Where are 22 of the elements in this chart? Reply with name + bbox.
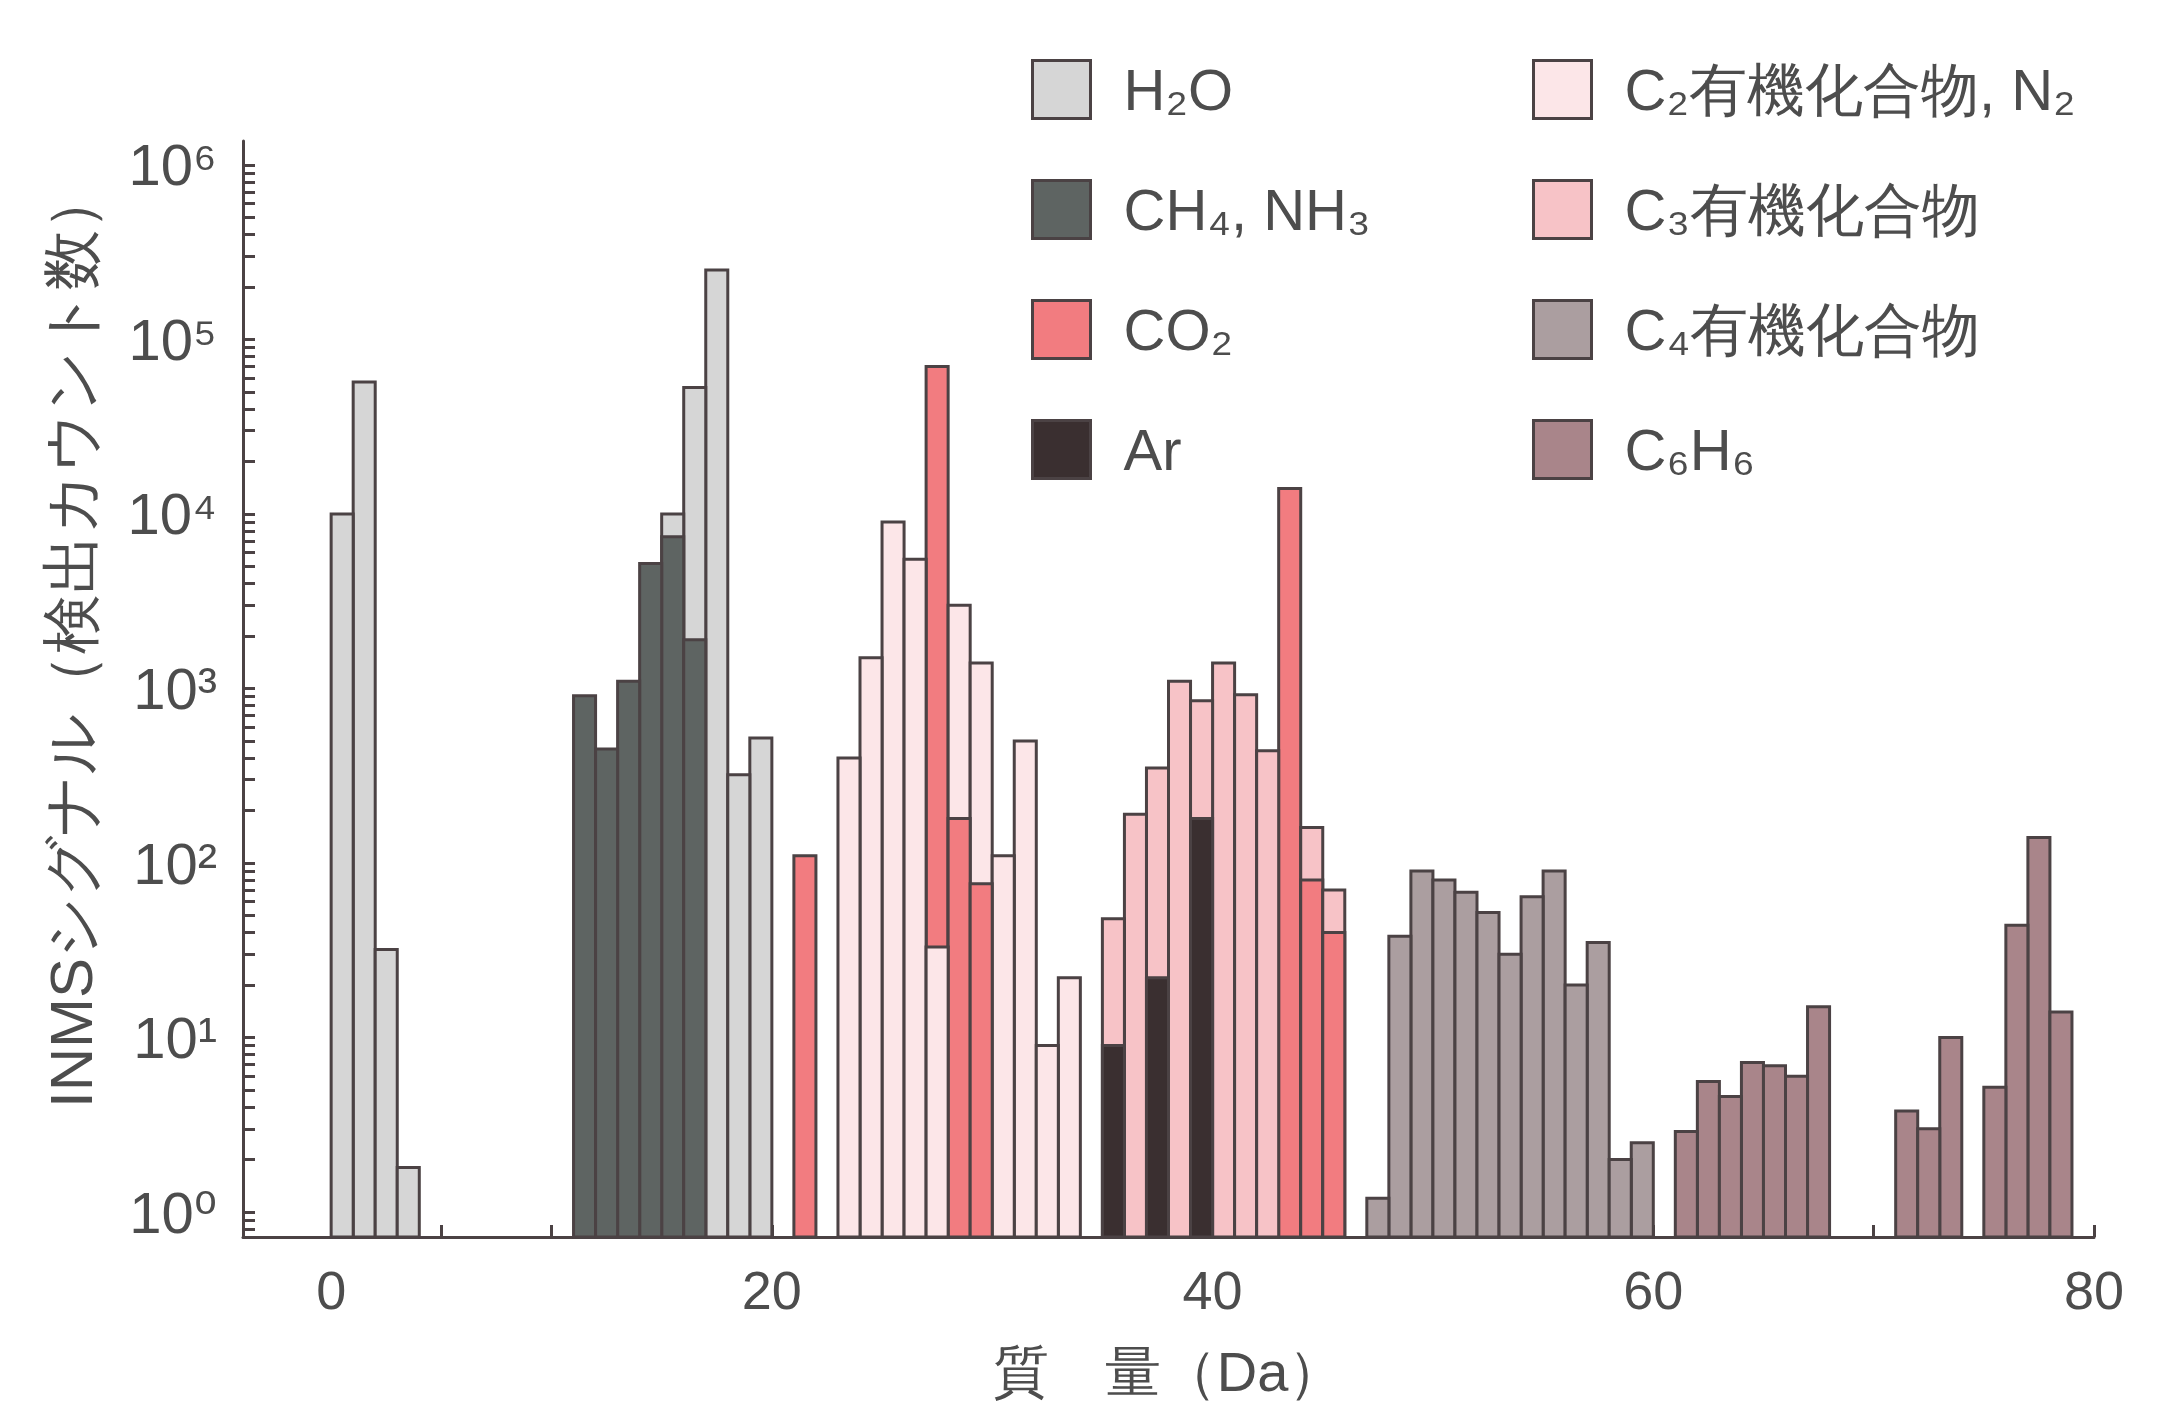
x-tick-label: 60 [1623, 1260, 1684, 1320]
legend-label: CO₂ [1123, 297, 1234, 362]
x-tick-label: 0 [316, 1260, 347, 1320]
y-tick-label: 10² [133, 830, 217, 896]
x-tick-label: 40 [1182, 1260, 1243, 1320]
y-tick-label: 10⁴ [127, 481, 217, 547]
y-axis-title: INMSシグナル（検出カウント数） [37, 170, 105, 1108]
y-tick-label: 10⁰ [129, 1179, 217, 1245]
legend-label: C₂有機化合物, N₂ [1624, 57, 2076, 122]
y-tick-label: 10¹ [133, 1005, 217, 1071]
legend-label: C₆H₆ [1624, 417, 1756, 482]
x-tick-label: 20 [741, 1260, 802, 1320]
legend-label: C₃有機化合物 [1624, 177, 1981, 242]
legend-label: CH₄, NH₃ [1123, 177, 1371, 242]
y-tick-label: 10⁶ [128, 132, 217, 198]
y-tick-label: 10³ [133, 655, 217, 721]
legend-label: H₂O [1123, 57, 1234, 122]
legend-label: Ar [1123, 417, 1182, 482]
y-tick-label: 10⁵ [128, 306, 217, 372]
legend-label: C₄有機化合物 [1624, 297, 1981, 362]
x-axis-title: 質 量（Da） [992, 1339, 1345, 1403]
x-tick-label: 80 [2063, 1260, 2125, 1320]
